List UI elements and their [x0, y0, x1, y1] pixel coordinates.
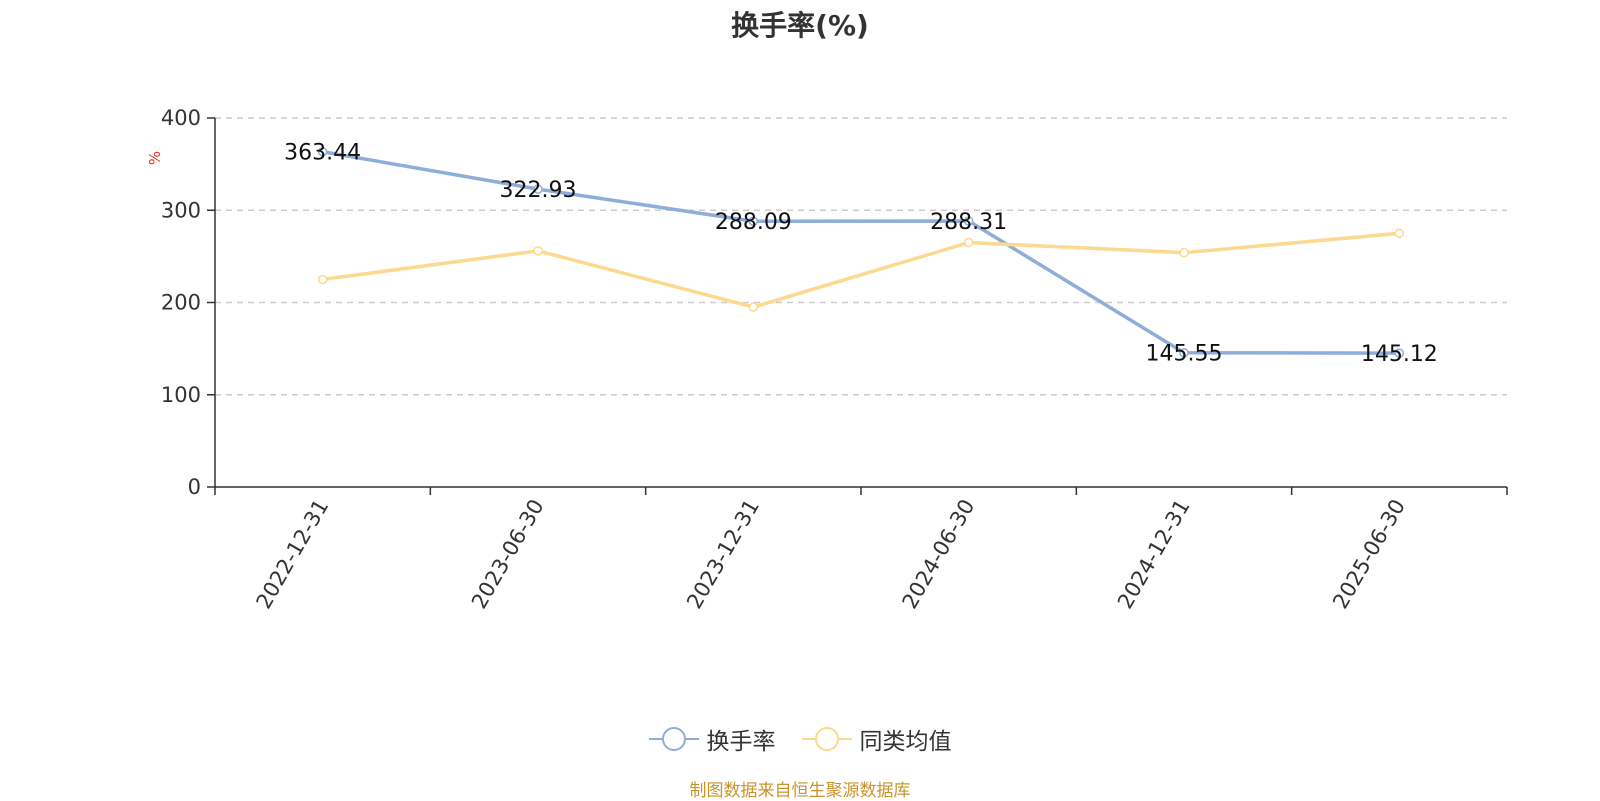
- y-tick-label: 300: [161, 198, 201, 222]
- data-point-series-1[interactable]: [748, 216, 759, 226]
- data-point-series-1[interactable]: [1179, 347, 1189, 358]
- axes: 0 100 200 300 400% 2022-12-31 2023-06-30 2023-1…: [146, 106, 1508, 613]
- data-label: 288.09: [715, 210, 792, 235]
- data-labels: 363.44 322.93 288.09 288.31 145.55 145.12: [284, 141, 1438, 367]
- data-point-series-2[interactable]: [1179, 247, 1189, 258]
- y-tick-label: 0: [188, 475, 201, 499]
- data-label: 145.12: [1361, 342, 1438, 367]
- legend-marker-icon: [648, 726, 699, 752]
- data-point-series-2[interactable]: [1394, 228, 1405, 239]
- legend-label: 同类均值: [859, 729, 952, 755]
- data-point-series-2[interactable]: [317, 274, 328, 285]
- legend: 换手率 同类均值: [0, 722, 1600, 756]
- y-tick-label: 200: [161, 291, 201, 315]
- y-tick-label: 100: [161, 383, 201, 407]
- legend-marker-icon: [801, 726, 852, 752]
- data-point-series-2[interactable]: [533, 246, 543, 256]
- x-tick-label: 2024-12-31: [1113, 495, 1195, 613]
- data-point-series-1[interactable]: [533, 184, 543, 194]
- x-tick-label: 2023-06-30: [467, 495, 549, 613]
- series-lines: [317, 146, 1405, 358]
- series-line-1: [320, 149, 1402, 355]
- data-label: 288.31: [930, 210, 1007, 235]
- legend-item-series-1[interactable]: 换手率: [648, 722, 776, 756]
- data-label: 363.44: [284, 141, 361, 166]
- x-tick-label: 2023-12-31: [682, 495, 764, 613]
- data-label: 322.93: [500, 178, 577, 203]
- data-point-series-1[interactable]: [963, 216, 974, 226]
- chart-title: 换手率(%): [731, 9, 869, 42]
- data-point-series-2[interactable]: [748, 302, 759, 312]
- data-point-series-1[interactable]: [317, 146, 328, 157]
- data-label: 145.55: [1146, 342, 1223, 367]
- y-tick-label: 400: [161, 106, 201, 130]
- legend-label: 换手率: [706, 729, 776, 755]
- x-tick-label: 2025-06-30: [1328, 495, 1410, 613]
- y-axis-unit: %: [146, 151, 164, 165]
- x-tick-label: 2022-12-31: [252, 495, 334, 613]
- x-tick-label: 2024-06-30: [898, 495, 980, 613]
- legend-item-series-2[interactable]: 同类均值: [801, 722, 952, 756]
- source-note: 制图数据来自恒生聚源数据库: [689, 781, 911, 801]
- data-point-series-2[interactable]: [963, 237, 974, 248]
- series-line-2: [320, 231, 1402, 309]
- data-point-series-1[interactable]: [1394, 348, 1405, 358]
